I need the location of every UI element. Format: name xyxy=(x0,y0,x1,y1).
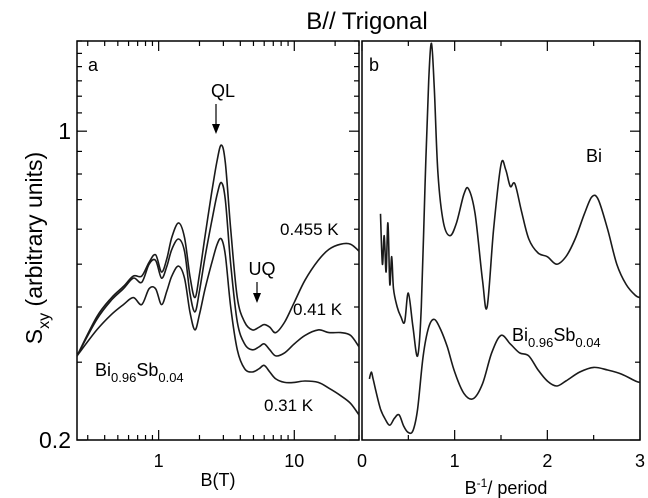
xlabel-b-main: B xyxy=(465,478,477,498)
series-label-031K: 0.31 K xyxy=(264,396,314,415)
panel-b-curves xyxy=(368,42,641,435)
x-tick-label-a: 10 xyxy=(284,451,304,471)
sample-label-b-sub: 0.96 xyxy=(528,335,553,350)
sample-label-a-main2: Sb xyxy=(136,360,158,380)
series-line-a-2 xyxy=(76,237,360,416)
sample-label-a-sub2: 0.04 xyxy=(158,370,183,385)
panel-b-ticks: 0 1 2 3 xyxy=(357,40,645,471)
sample-label-a: Bi0.96Sb0.04 xyxy=(95,360,184,385)
ylabel-rest: (arbitrary units) xyxy=(21,152,47,313)
sample-label-b-sub2: 0.04 xyxy=(575,335,600,350)
xlabel-b-rest: / period xyxy=(487,478,547,498)
ylabel-main: S xyxy=(21,329,47,344)
series-label-0455K: 0.455 K xyxy=(280,220,339,239)
figure-title: B// Trigonal xyxy=(306,8,427,35)
x-tick-label-b: 2 xyxy=(542,451,552,471)
sample-label-b-main2: Sb xyxy=(553,325,575,345)
panel-a-xlabel: B(T) xyxy=(201,470,236,490)
series-line-a-1 xyxy=(76,181,360,357)
x-tick-label-b: 3 xyxy=(635,451,645,471)
ylabel-sub: xy xyxy=(36,313,53,329)
xlabel-b-sup: -1 xyxy=(477,476,488,490)
arrow-ql-icon xyxy=(212,104,220,134)
annotation-ql: QL xyxy=(211,81,235,101)
annotation-uq: UQ xyxy=(249,259,276,279)
x-tick-label-b: 0 xyxy=(357,451,367,471)
panel-b-xlabel: B-1/ period xyxy=(465,476,548,498)
panel-a-frame xyxy=(76,40,360,441)
panel-b-label: b xyxy=(369,55,379,75)
panel-a-curves xyxy=(76,144,360,416)
series-label-041K: 0.41 K xyxy=(293,300,343,319)
sample-label-a-sub: 0.96 xyxy=(111,370,136,385)
sample-label-b: Bi0.96Sb0.04 xyxy=(512,325,601,350)
y-tick-label-a: 0.2 xyxy=(39,427,71,453)
x-tick-label-b: 1 xyxy=(450,451,460,471)
series-line-a-0 xyxy=(76,144,360,357)
y-tick-label-a: 1 xyxy=(58,118,71,144)
panel-a-ticks: 1 10 0.2 1 xyxy=(39,40,360,471)
series-label-bi: Bi xyxy=(586,146,602,166)
x-tick-label-a: 1 xyxy=(154,451,164,471)
series-line-b-0 xyxy=(379,42,641,357)
sample-label-b-main: Bi xyxy=(512,325,528,345)
panel-a: 1 100.21 a B(T) Sxy (arbitrary units) Bi0… xyxy=(21,40,360,490)
panel-a-label: a xyxy=(88,55,99,75)
arrow-uq-icon xyxy=(253,282,261,303)
panel-a-ylabel: Sxy (arbitrary units) xyxy=(21,152,53,344)
series-line-b-1 xyxy=(368,318,641,435)
sample-label-a-main: Bi xyxy=(95,360,111,380)
panel-b-frame xyxy=(361,40,641,441)
